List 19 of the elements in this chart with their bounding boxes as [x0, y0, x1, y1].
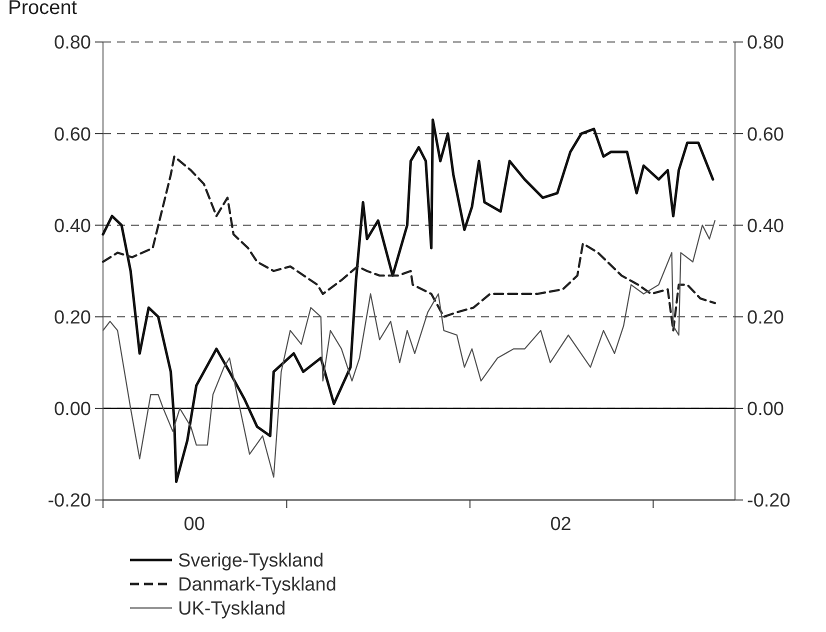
y2-tick-label: -0.20	[747, 490, 790, 512]
y2-tick-label: 0.00	[747, 399, 784, 420]
y-tick-label: 0.80	[54, 32, 91, 54]
legend-label: Sverige-Tyskland	[178, 550, 324, 572]
chart-title: Procent	[8, 0, 78, 19]
y-tick-label: 0.60	[54, 124, 91, 146]
y-tick-label: 0.00	[54, 399, 91, 420]
y2-tick-label: 0.20	[747, 307, 784, 328]
y2-tick-label: 0.40	[747, 216, 784, 237]
x-tick-label: 02	[550, 514, 572, 535]
line-series	[102, 155, 716, 332]
legend-label: Danmark-Tyskland	[178, 574, 336, 596]
y-tick-label: 0.40	[54, 216, 91, 237]
y-tick-label: 0.20	[54, 307, 91, 328]
y2-tick-label: 0.60	[747, 124, 784, 146]
legend-label: UK-Tyskland	[178, 598, 286, 620]
x-tick-label: 00	[184, 514, 205, 535]
y-tick-label: -0.20	[48, 490, 91, 512]
y2-tick-label: 0.80	[747, 32, 784, 54]
